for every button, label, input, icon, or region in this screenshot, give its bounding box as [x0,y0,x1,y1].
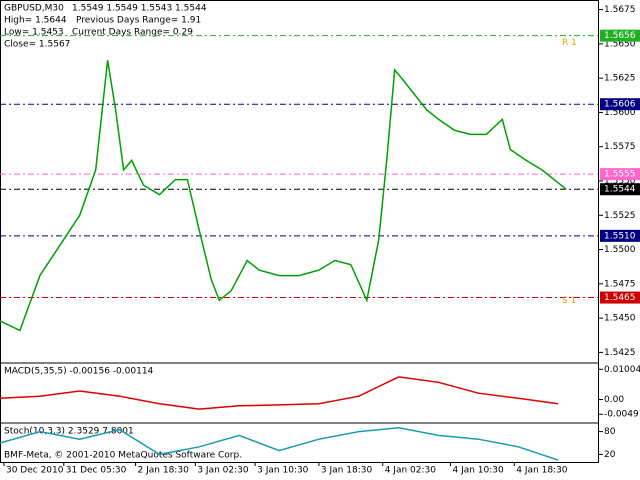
info: Current Days Range= 0.29 [72,28,193,38]
info: High= 1.5644 [4,16,67,26]
y-tick-label: 20 [604,450,616,460]
y-tick-label: 1.5525 [604,211,636,221]
y-tick-label: 1.5550 [604,177,636,187]
level-label: 1.5544 [604,185,636,195]
x-tick-label: 4 Jan 10:30 [452,466,504,476]
y-tick-label: 1.5500 [604,245,636,255]
x-tick-label: 2 Jan 18:30 [138,466,190,476]
info: Close= 1.5567 [4,40,70,50]
y-tick-label: 1.5575 [604,142,636,152]
x-tick-label: 31 Dec 05:30 [66,466,127,476]
panel-title: Stoch(10,3,3) 2.3529 7.8001 [4,427,134,437]
level-label: 1.5510 [604,231,636,241]
level-box [600,168,640,181]
level-box [600,29,640,42]
frame [0,0,599,463]
info: Low= 1.5453 [4,28,64,38]
level-label: 1.5465 [604,293,636,303]
level-box [600,98,640,111]
x-tick-label: 30 Dec 2010 [6,466,64,476]
y-tick-label: 1.5425 [604,348,636,358]
x-tick-label: 4 Jan 18:30 [516,466,568,476]
x-tick-label: 3 Jan 18:30 [321,466,373,476]
quote: 1.5549 1.5549 1.5543 1.5544 [72,4,207,14]
y-tick-label: 80 [604,427,616,437]
chart-title: GBPUSD,M30 [4,4,64,14]
info: Previous Days Range= 1.91 [76,16,201,26]
series-line [0,60,567,332]
level-box [600,183,640,196]
copyright: BMF-Meta, © 2001-2010 MetaQuotes Softwar… [4,451,242,461]
level-box [600,229,640,242]
y-tick-label: 1.5650 [604,39,636,49]
series-line [0,427,559,461]
y-tick-label: 1.5675 [604,5,636,15]
panel-title: MACD(5,35,5) -0.00156 -0.00114 [4,367,154,377]
level-label: 1.5555 [604,170,636,180]
x-tick-label: 4 Jan 02:30 [385,466,437,476]
level-label: 1.5606 [604,100,636,110]
x-tick-label: 3 Jan 10:30 [257,466,309,476]
x-tick-label: 3 Jan 02:30 [197,466,249,476]
y-tick-label: 0.01004 [604,365,640,375]
y-tick-label: 1.5450 [604,314,636,324]
y-tick-label: 0.00 [604,395,624,405]
pivot-label: R 1 [562,38,577,48]
y-tick-label: 1.5625 [604,74,636,84]
series-line [0,376,559,410]
y-tick-label: 1.5475 [604,279,636,289]
y-tick-label: -0.00491 [604,410,640,420]
pivot-label: S 1 [562,296,576,306]
level-label: 1.5656 [604,31,636,41]
y-tick-label: 1.5600 [604,108,636,118]
level-box [600,291,640,304]
